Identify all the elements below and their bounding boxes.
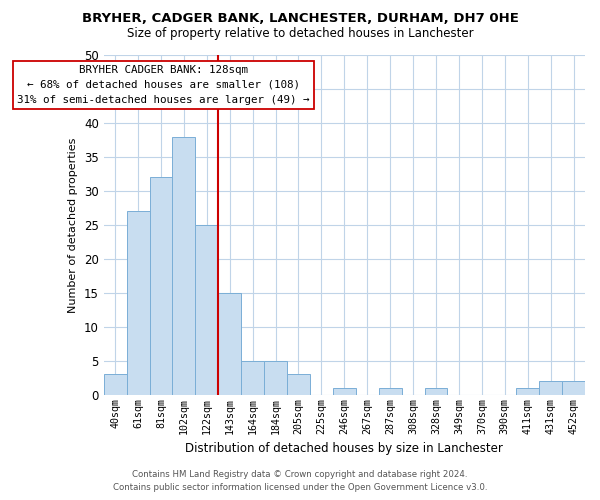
Bar: [539, 382, 562, 395]
Bar: [218, 293, 241, 395]
Bar: [333, 388, 356, 395]
Bar: [287, 374, 310, 395]
Bar: [127, 212, 149, 395]
Bar: [425, 388, 448, 395]
Bar: [562, 382, 585, 395]
Bar: [379, 388, 401, 395]
Bar: [516, 388, 539, 395]
Bar: [196, 225, 218, 395]
Bar: [241, 361, 264, 395]
X-axis label: Distribution of detached houses by size in Lanchester: Distribution of detached houses by size …: [185, 442, 503, 455]
Bar: [104, 374, 127, 395]
Text: BRYHER CADGER BANK: 128sqm
← 68% of detached houses are smaller (108)
31% of sem: BRYHER CADGER BANK: 128sqm ← 68% of deta…: [17, 65, 310, 105]
Text: Contains HM Land Registry data © Crown copyright and database right 2024.
Contai: Contains HM Land Registry data © Crown c…: [113, 470, 487, 492]
Text: BRYHER, CADGER BANK, LANCHESTER, DURHAM, DH7 0HE: BRYHER, CADGER BANK, LANCHESTER, DURHAM,…: [82, 12, 518, 26]
Text: Size of property relative to detached houses in Lanchester: Size of property relative to detached ho…: [127, 28, 473, 40]
Bar: [172, 136, 196, 395]
Y-axis label: Number of detached properties: Number of detached properties: [68, 138, 79, 312]
Bar: [149, 178, 172, 395]
Bar: [264, 361, 287, 395]
